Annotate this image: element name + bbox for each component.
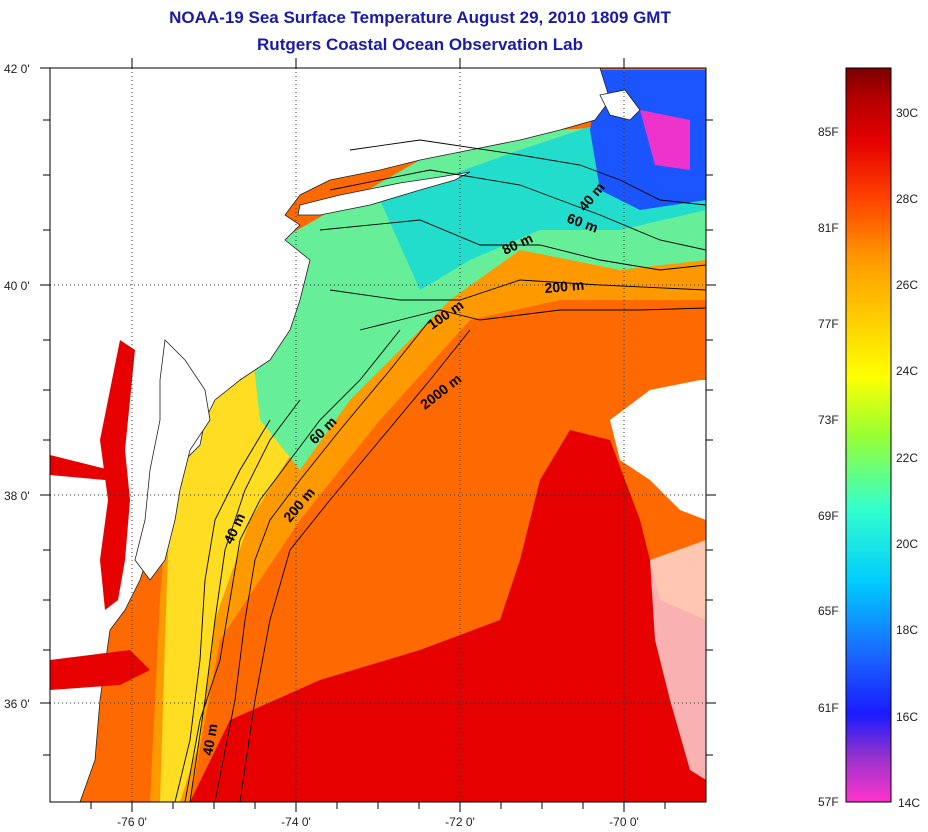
gulf-stream [190,430,706,802]
cb-label-16c: 16C [896,710,919,724]
colorbar [845,67,892,803]
cb-label-65f: 65F [818,604,839,618]
land-cape-cod [599,89,641,121]
isobaths [174,139,706,802]
bay-tributary-1 [50,455,110,480]
cb-label-20c: 20C [896,537,919,551]
isobath-60m-south [189,399,301,802]
lon-label-76: -76 0' [117,815,147,829]
coldest-water [640,110,690,170]
land-mainland [50,68,611,802]
cb-label-81f: 81F [818,221,839,235]
isobath-100m [184,329,401,802]
cb-label-28c: 28C [896,192,919,206]
isobath-80m [319,219,706,271]
lat-label-40: 40 0' [4,279,30,293]
lat-label-36: 36 0' [4,697,30,711]
cb-label-26c: 26C [896,278,919,292]
land-long-island [297,171,471,216]
cb-label-77f: 77F [818,317,839,331]
lat-label-42: 42 0' [4,62,30,76]
chesapeake-bay [100,340,135,610]
isobath-40m-north [349,139,706,206]
map-title: NOAA-19 Sea Surface Temperature August 2… [169,8,671,27]
isobath-2000m-north [359,307,706,331]
lon-label-72: -72 0' [445,815,475,829]
cb-label-18c: 18C [896,623,919,637]
isobath-2000m [239,329,471,802]
cloud-patch-2 [650,540,706,780]
cb-label-69f: 69F [818,509,839,523]
cb-label-85f: 85F [818,125,839,139]
sst-field: 40 m 60 m 80 m 200 m 100 m 2000 m 60 m 2… [50,68,706,802]
lat-label-38: 38 0' [4,489,30,503]
isobath-60m-north [329,169,706,251]
pamlico-sound [50,650,150,690]
axis-ticks [40,58,716,812]
map-subtitle: Rutgers Coastal Ocean Observation Lab [257,35,583,54]
cb-label-61f: 61F [818,701,839,715]
land-delmarva [134,339,211,581]
lon-label-70: -70 0' [609,815,639,829]
isobath-40m-south [174,419,271,802]
cb-label-14c: 14C [898,796,921,810]
cb-label-73f: 73F [818,413,839,427]
cloud-patch [610,380,706,520]
cb-label-30c: 30C [896,106,919,120]
lon-label-74: -74 0' [281,815,311,829]
contour-label-200m-north: 200 m [544,277,585,296]
cb-label-57f: 57F [818,795,839,809]
isobath-200m-north [329,279,706,301]
cb-label-24c: 24C [896,364,919,378]
contour-label-40m-south: 40 m [199,722,220,756]
isobath-200m [214,319,431,802]
cb-label-22c: 22C [896,451,919,465]
graticule [50,68,706,802]
